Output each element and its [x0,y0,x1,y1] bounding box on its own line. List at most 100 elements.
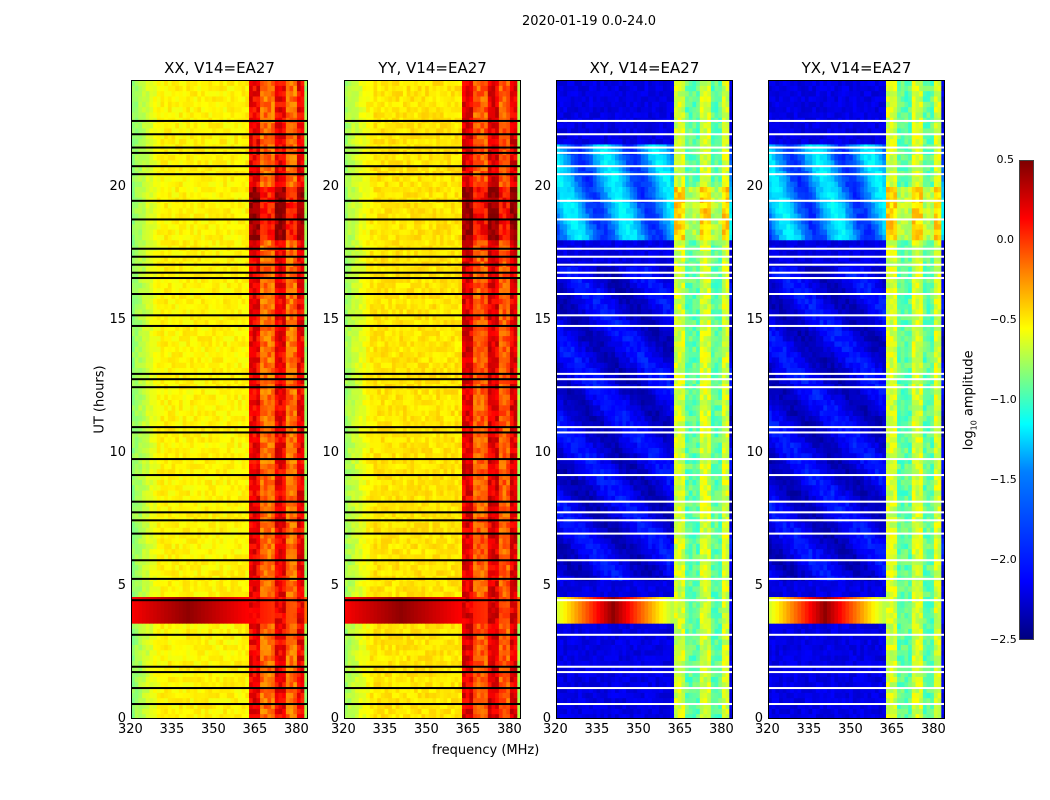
heatmap-cell [278,362,283,369]
heatmap-cell [175,601,180,608]
heatmap-cell [260,303,265,310]
heatmap-cell [293,617,298,624]
heatmap-cell [201,687,206,693]
heatmap-cell [204,463,209,470]
heatmap-cell [142,239,147,246]
heatmap-cell [215,207,220,214]
heatmap-cell [197,490,202,496]
heatmap-cell [226,234,232,241]
heatmap-cell [175,569,180,576]
heatmap-cell [175,287,180,294]
heatmap-cell [234,617,239,624]
heatmap-cell [267,372,272,379]
heatmap-cell [234,191,239,198]
heatmap-cell [300,708,305,715]
heatmap-cell [186,319,191,326]
heatmap-cell [285,628,291,635]
heatmap-cell [271,367,276,374]
heatmap-cell [156,687,161,693]
heatmap-cell [296,511,302,518]
heatmap-cell [197,351,202,358]
heatmap-cell [164,639,169,645]
heatmap-cell [204,495,209,502]
heatmap-cell [145,234,150,241]
heatmap-cell [223,601,228,608]
heatmap-cell [215,708,220,715]
heatmap-cell [160,644,165,651]
heatmap-cell [289,506,294,512]
heatmap-cell [245,639,250,645]
heatmap-cell [263,415,268,422]
heatmap-cell [131,617,136,624]
heatmap-cell [289,687,294,693]
heatmap-cell [208,495,213,502]
heatmap-cell [197,703,202,709]
heatmap-cell [241,543,246,550]
heatmap-cell [145,703,150,709]
heatmap-cell [142,223,147,230]
heatmap-cell [167,521,173,528]
heatmap-cell [252,378,257,385]
heatmap-cell [190,543,195,550]
heatmap-cell [241,330,246,337]
heatmap-cell [263,234,268,241]
heatmap-cell [249,655,254,661]
heatmap-cell [285,580,291,587]
heatmap-cell [226,713,232,719]
heatmap-cell [256,713,261,719]
heatmap-cell [171,410,176,416]
heatmap-cell [219,703,224,709]
heatmap-cell [175,495,180,502]
heatmap-cell [208,319,213,326]
heatmap-cell [245,612,250,619]
heatmap-cell [289,266,294,273]
heatmap-cell [296,324,302,331]
heatmap-cell [182,468,187,475]
heatmap-cell [245,372,250,379]
heatmap-cell [252,415,257,422]
heatmap-cell [212,617,217,624]
heatmap-cell [178,474,184,480]
heatmap-cell [138,404,143,411]
heatmap-cell [267,452,272,459]
heatmap-cell [156,644,161,651]
heatmap-cell [182,458,187,464]
heatmap-cell [145,202,150,209]
heatmap-cell [293,665,298,672]
heatmap-cell [142,532,147,539]
heatmap-cell [230,287,235,294]
heatmap-cell [208,330,213,337]
heatmap-cell [245,191,250,198]
heatmap-cell [197,692,202,699]
heatmap-cell [241,607,246,613]
heatmap-cell [156,431,161,438]
heatmap-cell [237,293,243,299]
heatmap-cell [204,591,209,598]
heatmap-cell [234,644,239,651]
heatmap-cell [304,537,308,544]
heatmap-cell [204,271,209,278]
heatmap-cell [145,346,150,353]
heatmap-cell [260,548,265,555]
heatmap-cell [204,367,209,374]
heatmap-cell [241,351,246,358]
heatmap-cell [289,580,294,587]
heatmap-cell [164,553,169,560]
heatmap-cell [208,165,213,172]
heatmap-cell [190,617,195,624]
heatmap-cell [293,697,298,704]
heatmap-cell [142,308,147,315]
heatmap-cell [223,569,228,576]
heatmap-cell [149,463,154,470]
heatmap-cell [223,399,228,406]
heatmap-cell [197,165,202,172]
heatmap-cell [267,564,272,571]
heatmap-cell [256,431,261,438]
heatmap-cell [230,186,235,193]
heatmap-cell [171,266,176,273]
heatmap-cell [263,447,268,454]
heatmap-cell [201,676,206,683]
heatmap-cell [208,612,213,619]
heatmap-cell [245,537,250,544]
heatmap-cell [142,399,147,406]
